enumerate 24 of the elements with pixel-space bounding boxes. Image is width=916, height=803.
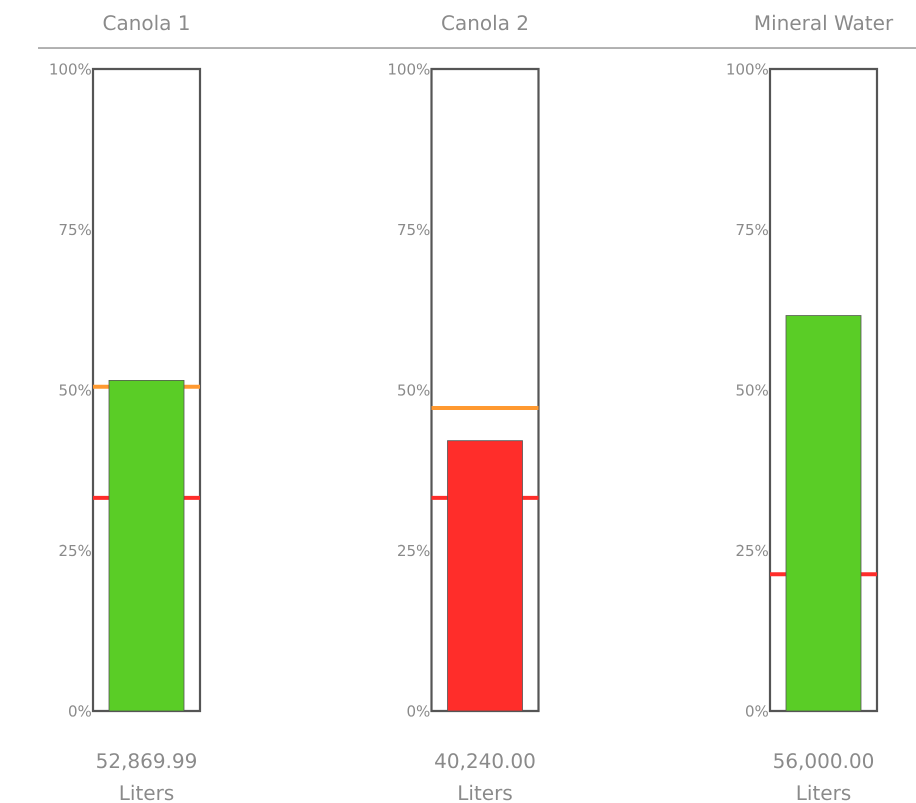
y-tick-label: 25%: [398, 544, 430, 556]
y-tick-label: 0%: [69, 705, 91, 717]
y-tick-label: 0%: [746, 705, 768, 717]
text: Liters: [120, 784, 174, 800]
y-tick-label: 100%: [50, 63, 91, 75]
y-tick-label: 75%: [736, 224, 768, 236]
chart-title: Mineral Water: [756, 14, 894, 30]
text: 56,000.00: [774, 753, 874, 770]
y-tick-label: 75%: [60, 224, 91, 236]
text: 52,869.99: [97, 753, 196, 770]
chart-title: Canola 2: [442, 14, 528, 30]
y-tick-label: 25%: [60, 544, 91, 556]
chart-title: Canola 1: [104, 14, 189, 30]
y-tick-label: 75%: [398, 224, 430, 236]
text: Liters: [459, 784, 512, 800]
text: Liters: [798, 784, 850, 800]
y-tick-label: 50%: [736, 384, 768, 396]
y-tick-label: 100%: [389, 63, 430, 75]
y-tick-label: 25%: [736, 544, 768, 556]
y-tick-label: 100%: [728, 63, 768, 75]
y-tick-label: 50%: [60, 384, 91, 396]
y-tick-label: 0%: [407, 705, 430, 717]
text: 40,240.00: [435, 753, 535, 770]
y-tick-label: 50%: [398, 384, 430, 396]
